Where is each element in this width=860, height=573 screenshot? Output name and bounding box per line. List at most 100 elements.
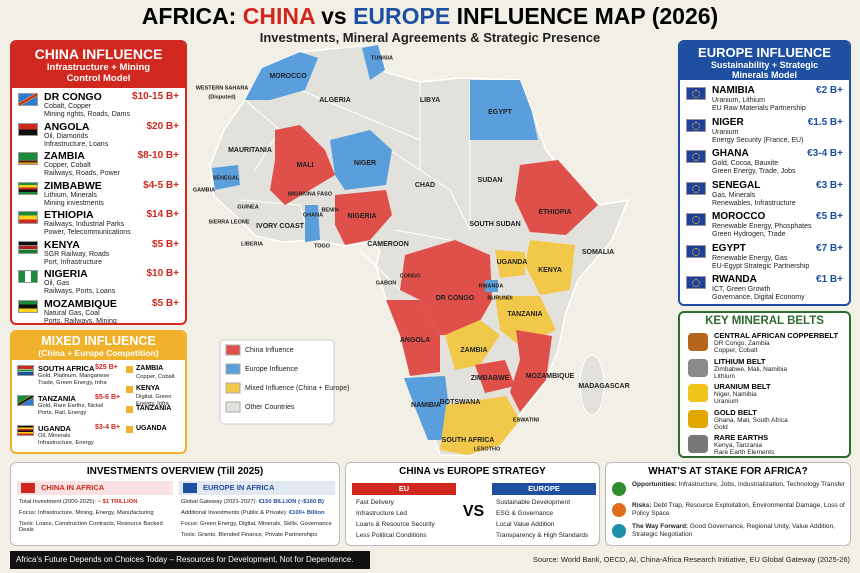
detail: Port, Infrastructure: [44, 258, 102, 266]
flag: [18, 299, 38, 313]
detail: Cobalt, Copper: [44, 103, 92, 110]
map-label: MADAGASCAR: [578, 383, 629, 390]
mineral-name: RARE EARTHS: [714, 433, 769, 442]
detail: Mining investments: [44, 199, 104, 207]
amount: $3-4 B+: [95, 424, 121, 431]
map-label: TUNISIA: [371, 55, 393, 61]
mineral-icon: [688, 333, 708, 351]
mixed-icon: [126, 426, 133, 433]
country: UGANDA: [38, 424, 71, 433]
detail: Renewable Energy, Phosphates: [712, 223, 812, 230]
stake-detail: Good Governance, Regional Unity, Value A…: [632, 523, 835, 538]
map-label: WESTERN SAHARA: [196, 85, 249, 91]
detail: Zimbabwe, Mali, Namibia: [714, 365, 787, 373]
eu-stars: [692, 90, 700, 98]
detail: Gold, Cocoa, Bauxite: [712, 160, 779, 167]
eu-flag: [686, 87, 706, 100]
detail: Oil, Minerals: [38, 433, 71, 439]
country: EGYPT: [712, 242, 746, 254]
stake-text: Opportunities: Infrastructure, Jobs, Ind…: [632, 481, 846, 489]
detail: Railways, Ports, Loans: [44, 288, 116, 295]
eu-flag: [686, 181, 706, 195]
mixed-header: MIXED INFLUENCE (China + Europe Competit…: [12, 332, 185, 360]
overview-line: Global Gateway (2021-2027): €150 BILLION…: [181, 499, 339, 505]
stakes-panel: WHAT'S AT STAKE FOR AFRICA? Opportunitie…: [605, 462, 851, 546]
stake-label: Opportunities:: [632, 481, 677, 488]
detail: Rare Earth Elements: [714, 449, 775, 456]
detail: Ghana, Mali, South Africa: [714, 416, 788, 424]
eu-stars: [692, 216, 700, 224]
amount: $8-10 B+: [137, 150, 179, 161]
mineral-name: GOLD BELT: [714, 407, 757, 417]
detail: SGR Railway, Roads: [44, 250, 110, 258]
strategy-item: Transparency & High Standards: [496, 532, 589, 539]
mixed-icon: [126, 366, 133, 373]
map-label: BOTSWANA: [440, 399, 481, 406]
detail: Gold: [714, 423, 728, 431]
stake-icon: [612, 503, 626, 517]
map-label: SUDAN: [478, 177, 503, 184]
detail: Railways, Roads, Power: [44, 170, 120, 177]
detail: Ports, Railways, Mining: [44, 317, 117, 325]
legend-swatch: [225, 344, 241, 356]
amount: $20 B+: [146, 120, 179, 132]
amount: $10-15 B+: [132, 91, 179, 102]
flag: [17, 425, 34, 436]
flag: [17, 365, 34, 376]
detail: Gas, Minerals: [712, 191, 756, 199]
country: ETHIOPIA: [44, 209, 94, 221]
amount: €3 B+: [816, 179, 843, 191]
detail: Oil, Gas: [44, 280, 70, 287]
china-panel: CHINA INFLUENCE Infrastructure + Mining …: [10, 40, 187, 325]
map-label: MALI: [296, 162, 313, 169]
mixed-icon: [126, 406, 133, 413]
country: KENYA: [136, 385, 160, 392]
strategy-vs: VS: [462, 503, 485, 520]
overview-line: Focus: Infrastructure, Mining, Energy, M…: [19, 510, 154, 516]
map-label: ANGOLA: [400, 337, 430, 344]
detail: DR Congo, Zambia: [714, 340, 770, 347]
eu-stars: [692, 184, 700, 193]
strategy-panel: CHINA vs EUROPE STRATEGY VS EU Fast Deliv…: [345, 462, 600, 546]
map-label: GABON: [376, 280, 397, 286]
eu-stars: [692, 121, 700, 130]
map-label: CHAD: [415, 182, 435, 189]
line-value: €150 BILLION (~$160 B): [258, 499, 324, 505]
legend-box: [219, 339, 335, 425]
overview-line: Total Investment (2000-2025): ~ $1 TRILL…: [19, 499, 177, 505]
mineral-icon: [688, 358, 708, 377]
mixed-icon: [126, 386, 133, 393]
country: RWANDA: [712, 274, 757, 285]
mineral-name: CENTRAL AFRICAN COPPERBELT: [714, 331, 839, 340]
line-value: €100+ Billion: [288, 510, 325, 516]
detail: Uranium, Lithium: [712, 97, 765, 104]
eu-stars: [692, 153, 700, 161]
map-label: EGYPT: [488, 109, 512, 116]
legend-swatch: [225, 401, 241, 413]
detail: Green Energy, Trade, Jobs: [712, 168, 796, 175]
influence-regions: [212, 45, 605, 455]
map-label: ZIMBABWE: [471, 375, 510, 382]
amount: $10 B+: [146, 268, 179, 279]
strategy-item: Sustainable Development: [496, 499, 571, 506]
map-label: (Disputed): [208, 94, 235, 100]
detail: Green Hydrogen, Trade: [712, 231, 786, 238]
strategy-header: EU: [352, 483, 456, 495]
map-label: TANZANIA: [507, 311, 542, 318]
legend-swatch: [225, 363, 241, 375]
mineral-icon: [688, 384, 708, 402]
column-header: CHINA IN AFRICA: [17, 481, 173, 495]
detail: Renewables, Infrastructure: [712, 199, 796, 207]
detail: Copper, Cobalt: [714, 347, 758, 354]
amount: $14 B+: [146, 209, 179, 220]
detail: Digital, Green Energy, Infra: [136, 394, 172, 407]
detail: Uranium: [712, 128, 739, 136]
map-label: IVORY COAST: [256, 223, 305, 230]
mixed-title: MIXED INFLUENCE: [41, 334, 156, 348]
map-label: UGANDA: [497, 259, 528, 266]
europe-header: EUROPE INFLUENCE Sustainability + Strate…: [680, 42, 849, 80]
amount: €1 B+: [816, 274, 843, 285]
map-label: GAMBIA: [193, 187, 215, 193]
map-label: NAMIBIA: [411, 402, 441, 409]
detail: Lithium, Minerals: [44, 191, 97, 199]
